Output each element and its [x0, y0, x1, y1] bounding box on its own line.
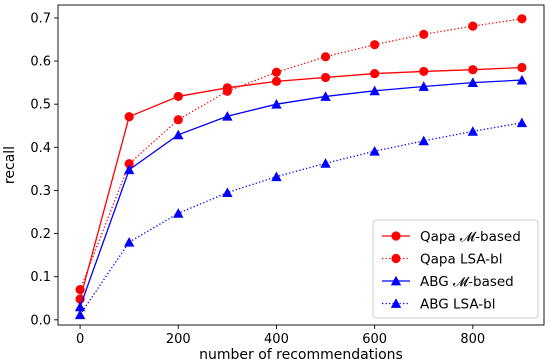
x-tick-label: 600	[362, 332, 387, 347]
y-tick-label: 0.6	[30, 55, 51, 70]
series-2-point	[124, 159, 134, 169]
y-tick-label: 0.5	[30, 98, 51, 113]
legend-box	[372, 219, 539, 319]
series-4-point	[467, 126, 479, 136]
y-axis-label: recall	[2, 146, 18, 184]
series-4-point	[516, 117, 528, 128]
series-3-point	[74, 301, 86, 312]
x-tick-label: 400	[264, 332, 289, 347]
series-2-point	[468, 21, 478, 31]
series-4-point	[418, 135, 429, 146]
series-2-point	[517, 14, 527, 24]
series-1-point	[124, 112, 134, 122]
series-1-point	[419, 66, 429, 77]
series-4-point	[320, 158, 331, 168]
plot-frame	[57, 4, 545, 326]
x-axis-label: number of recommendations	[199, 347, 403, 363]
y-tick-label: 0.0	[30, 313, 51, 328]
y-tick-label: 0.4	[30, 141, 51, 156]
legend-marker-2	[391, 253, 401, 264]
series-1-point	[271, 76, 282, 86]
series-3-point	[271, 98, 282, 109]
series-1-point	[320, 72, 331, 83]
series-2-point	[222, 86, 232, 96]
legend-label-1: Qapa 𝓜-based	[420, 229, 521, 245]
series-2-point	[419, 29, 429, 39]
series-3-point	[222, 111, 233, 121]
series-1-point	[517, 62, 527, 73]
series-2-point	[75, 285, 85, 295]
series-1-point	[173, 91, 183, 102]
series-4-point	[173, 208, 184, 218]
series-3-point	[467, 77, 479, 88]
series-4-point	[271, 171, 282, 182]
series-4-point	[222, 187, 233, 198]
y-tick-label: 0.7	[30, 11, 51, 26]
series-3-point	[320, 91, 331, 101]
legend: Qapa 𝓜-based Qapa LSA-bl ABG 𝓜-based ABG LS…	[372, 219, 539, 319]
legend-marker-1	[391, 231, 401, 241]
series-4-point	[123, 236, 135, 247]
axes: 0 200 400 600 800 0.0 0.1 0.2 0.3 0.4 0.5 0.6 0.7	[30, 4, 545, 347]
series-2-point	[271, 67, 282, 77]
series-4-point	[369, 145, 380, 156]
legend-label-3: ABG 𝓜-based	[420, 274, 514, 290]
x-tick-label: 200	[166, 332, 191, 347]
legend-label-4: ABG LSA-bl	[420, 297, 495, 313]
legend-marker-4	[390, 298, 402, 308]
plot-area	[74, 14, 528, 320]
series-line-3	[79, 79, 522, 308]
series-1-point	[468, 65, 478, 75]
legend-marker-3	[390, 275, 402, 286]
x-tick-label: 800	[460, 332, 485, 347]
series-4-point	[74, 309, 86, 320]
y-tick-label: 0.3	[30, 184, 51, 199]
series-3-point	[173, 129, 184, 140]
y-tick-label: 0.2	[30, 227, 51, 242]
y-tick-label: 0.1	[30, 270, 51, 285]
x-tick-label: 0	[76, 332, 84, 347]
series-2-point	[320, 52, 331, 62]
series-3-point	[123, 164, 135, 175]
series-line-4	[79, 122, 523, 316]
legend-label-2: Qapa LSA-bl	[420, 252, 503, 268]
series-2-point	[370, 40, 380, 50]
series-3-point	[369, 85, 380, 96]
series-1-point	[370, 68, 380, 79]
series-3-point	[516, 74, 528, 85]
series-2-point	[173, 115, 183, 125]
series-line-2	[79, 18, 523, 290]
series-line-1	[79, 66, 522, 300]
series-3-point	[418, 81, 429, 91]
